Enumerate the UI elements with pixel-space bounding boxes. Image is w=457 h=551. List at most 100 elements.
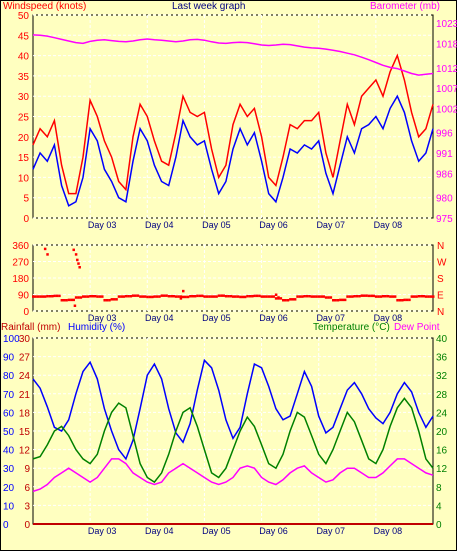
- direction-point: [79, 296, 83, 299]
- direction-point: [186, 295, 190, 299]
- direction-point: [355, 294, 359, 298]
- direction-point: [115, 298, 118, 301]
- direction-point: [255, 294, 259, 298]
- direction-point: [239, 295, 242, 299]
- direction-point: [36, 295, 40, 298]
- direction-point: [89, 294, 92, 298]
- barometer-tick-label: 996: [436, 129, 453, 140]
- direction-point: [386, 294, 390, 298]
- direction-point: [78, 266, 81, 269]
- humidity-tick-label: 10: [3, 501, 15, 512]
- direction-point: [134, 294, 137, 297]
- day-tick-label: Day 05: [202, 220, 231, 230]
- direction-point: [212, 295, 216, 298]
- compass-tick-label: N: [437, 241, 444, 252]
- humidity-tick-label: 40: [3, 446, 15, 457]
- direction-point: [129, 294, 133, 298]
- direction-point: [224, 294, 228, 298]
- humidity-tick-label: 20: [3, 483, 15, 494]
- direction-point: [141, 295, 145, 298]
- direction-point: [132, 294, 135, 297]
- direction-point: [122, 295, 125, 298]
- direction-point: [191, 294, 195, 298]
- direction-point: [46, 294, 49, 298]
- direction-point: [117, 295, 121, 298]
- direction-point: [227, 294, 230, 298]
- rainfall-axis-label: Rainfall (mm): [1, 322, 60, 333]
- barometer-axis-label: Barometer (mb): [370, 1, 440, 12]
- direction-point: [370, 294, 373, 298]
- direction-point: [53, 294, 56, 298]
- humidity-tick-label: 50: [3, 427, 15, 438]
- temperature-tick-label: 40: [436, 334, 448, 345]
- windspeed-tick-label: 30: [18, 92, 30, 103]
- direction-point: [222, 294, 225, 297]
- direction-point: [382, 294, 385, 298]
- direction-point: [65, 299, 68, 302]
- direction-point: [389, 295, 392, 298]
- direction-point: [86, 295, 90, 298]
- direction-tick-label: 0: [23, 307, 29, 318]
- temperature-tick-label: 20: [436, 427, 448, 438]
- direction-point: [351, 295, 354, 298]
- barometer-tick-label: 986: [436, 169, 453, 180]
- windspeed-tick-label: 0: [23, 214, 29, 225]
- direction-point: [160, 294, 164, 297]
- direction-point: [432, 295, 435, 298]
- direction-point: [258, 294, 261, 298]
- humidity-tick-label: 80: [3, 371, 15, 382]
- direction-point: [98, 295, 102, 298]
- direction-point: [127, 294, 130, 298]
- windspeed-tick-label: 20: [18, 133, 30, 144]
- windspeed-tick-label: 50: [18, 11, 30, 22]
- direction-point: [274, 297, 278, 300]
- humidity-tick-label: 30: [3, 464, 15, 475]
- windspeed-tick-label: 5: [23, 194, 29, 205]
- gust-line: [32, 53, 434, 195]
- direction-point: [205, 295, 209, 298]
- day-tick-label: Day 07: [316, 220, 345, 230]
- direction-point: [262, 295, 266, 298]
- direction-point: [220, 294, 223, 297]
- direction-point: [110, 298, 114, 301]
- direction-point: [34, 295, 37, 298]
- rainfall-tick-label: 24: [19, 371, 31, 382]
- direction-point: [265, 295, 268, 298]
- direction-point: [55, 294, 59, 298]
- windspeed-tick-label: 35: [18, 72, 30, 83]
- direction-point: [198, 294, 202, 298]
- rainfall-tick-label: 15: [19, 427, 31, 438]
- direction-point: [184, 295, 187, 299]
- direction-point: [158, 295, 161, 298]
- direction-point: [60, 299, 64, 302]
- barometer-tick-label: 1002: [436, 104, 457, 115]
- barometer-tick-label: 1023: [436, 19, 457, 30]
- direction-point: [332, 299, 335, 302]
- direction-point: [189, 294, 192, 298]
- temperature-tick-label: 24: [436, 408, 448, 419]
- direction-point: [270, 295, 273, 298]
- direction-point: [179, 295, 183, 298]
- direction-point: [365, 294, 368, 297]
- direction-point: [182, 295, 185, 299]
- direction-point: [317, 295, 321, 298]
- direction-point: [282, 299, 285, 302]
- humidity-tick-label: 100: [3, 334, 20, 345]
- direction-point: [96, 295, 99, 298]
- direction-point: [293, 298, 297, 301]
- direction-point: [170, 294, 173, 298]
- temperature-axis-label: Temperature (°C): [313, 322, 390, 333]
- direction-point: [274, 293, 278, 296]
- barometer-tick-label: 1007: [436, 84, 457, 95]
- day-tick-label: Day 03: [88, 313, 117, 323]
- direction-point: [339, 298, 342, 302]
- temperature-tick-label: 0: [436, 520, 442, 531]
- direction-tick-label: 180: [12, 274, 29, 285]
- direction-point: [341, 298, 345, 302]
- direction-point: [48, 294, 52, 298]
- windspeed-tick-label: 10: [18, 173, 30, 184]
- direction-point: [70, 298, 73, 302]
- direction-point: [193, 294, 197, 298]
- direction-point: [286, 299, 290, 302]
- compass-tick-label: E: [437, 291, 444, 302]
